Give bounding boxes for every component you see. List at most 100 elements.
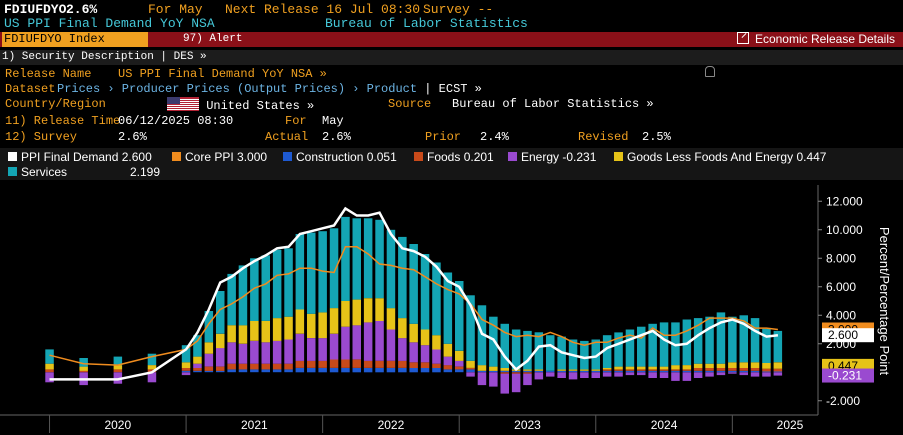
bar-segment: [659, 370, 669, 373]
bar-segment: [466, 360, 475, 368]
bar-segment: [272, 249, 282, 319]
bar-segment: [534, 369, 544, 371]
value-tag: [822, 368, 874, 383]
bar-segment: [113, 372, 123, 384]
bar-layer: [45, 216, 783, 394]
bar-segment: [250, 340, 259, 364]
legend-swatch: [8, 167, 17, 176]
bar-segment: [181, 345, 191, 363]
bar-segment: [216, 370, 225, 373]
dataset-breadcrumb[interactable]: Prices › Producer Prices (Output Prices)…: [57, 82, 418, 96]
bar-segment: [671, 369, 680, 371]
legend-value: 2.199: [130, 165, 161, 179]
value-tag-label: -0.231: [828, 369, 862, 383]
bar-segment: [614, 369, 623, 371]
bar-segment: [773, 371, 783, 373]
bar-segment: [284, 363, 293, 370]
bar-segment: [580, 370, 589, 373]
bar-segment: [432, 262, 441, 336]
legend-item-core[interactable]: Core PPI 3.000: [172, 150, 267, 164]
bar-segment: [762, 368, 771, 372]
x-tick-label: 2021: [241, 418, 268, 432]
security-description-bar[interactable]: 1) Security Description | DES »: [0, 50, 903, 65]
bar-segment: [318, 368, 327, 373]
bar-segment: [580, 340, 589, 370]
bar-segment: [614, 370, 623, 373]
bar-segment: [762, 371, 771, 373]
legend-item-energy[interactable]: Energy -0.231: [508, 150, 596, 164]
bar-segment: [705, 370, 714, 373]
legend-item-ppi[interactable]: PPI Final Demand 2.600: [8, 150, 152, 164]
bar-segment: [295, 368, 305, 373]
bar-segment: [147, 365, 157, 370]
source-value[interactable]: Bureau of Labor Statistics »: [452, 97, 654, 111]
bar-segment: [250, 369, 259, 373]
bar-segment: [45, 372, 54, 383]
bar-segment: [568, 370, 578, 373]
bar-segment: [284, 369, 293, 373]
bar-segment: [341, 326, 350, 360]
y-tick-label: -2.000: [826, 394, 860, 408]
index-field[interactable]: FDIUFDYO Index: [2, 32, 148, 47]
bar-segment: [204, 342, 214, 354]
bar-segment: [79, 358, 88, 367]
y-tick-label: 12.000: [826, 194, 863, 208]
bar-segment: [420, 368, 430, 373]
bar-segment: [420, 362, 430, 368]
bar-segment: [386, 308, 396, 330]
bar-segment: [318, 312, 327, 339]
bar-segment: [637, 366, 646, 370]
bar-segment: [705, 372, 714, 377]
y-tick-label: 6.000: [826, 280, 856, 294]
bar-segment: [261, 342, 270, 364]
prior-wrap: Prior: [425, 130, 461, 144]
legend-value: -0.231: [562, 150, 597, 164]
bar-segment: [307, 338, 316, 361]
bar-segment: [250, 258, 259, 321]
legend-item-goods[interactable]: Goods Less Foods And Energy 0.447: [614, 150, 826, 164]
ppi-line: [49, 206, 779, 381]
bar-segment: [113, 365, 123, 370]
bar-segment: [489, 366, 498, 371]
bar-segment: [227, 273, 236, 326]
bell-icon[interactable]: [705, 66, 715, 77]
ecst-link[interactable]: | ECST »: [424, 82, 482, 96]
bar-segment: [284, 248, 293, 317]
bar-segment: [637, 370, 646, 373]
alert-button[interactable]: 97) Alert: [183, 32, 242, 47]
bar-segment: [341, 301, 350, 327]
bar-segment: [363, 360, 373, 368]
bar-segment: [614, 332, 623, 367]
legend-item-foods[interactable]: Foods 0.201: [414, 150, 494, 164]
bar-segment: [409, 323, 418, 343]
bar-segment: [398, 236, 407, 319]
source-value-wrap[interactable]: Bureau of Labor Statistics »: [452, 97, 654, 111]
for-value: May: [322, 114, 344, 128]
economic-release-button[interactable]: Economic Release Details: [736, 32, 895, 47]
prior-label: Prior: [425, 130, 462, 144]
release-name-value-wrap[interactable]: US PPI Final Demand YoY NSA »: [118, 67, 327, 81]
legend-item-construction[interactable]: Construction 0.051: [283, 150, 397, 164]
bar-segment: [409, 362, 418, 368]
bar-segment: [375, 320, 384, 361]
bar-segment: [398, 368, 407, 373]
bar-segment: [432, 368, 441, 373]
bar-segment: [716, 372, 726, 376]
security-description-link[interactable]: 1) Security Description | DES »: [2, 51, 207, 63]
bar-segment: [671, 372, 680, 381]
bar-segment: [238, 343, 248, 364]
country-value-wrap[interactable]: United States »: [167, 97, 314, 113]
country-value[interactable]: United States »: [206, 99, 315, 113]
bar-segment: [739, 368, 748, 371]
release-name-link[interactable]: US PPI Final Demand YoY NSA »: [118, 67, 327, 81]
bar-segment: [762, 328, 771, 363]
bar-segment: [580, 372, 589, 378]
bar-segment: [614, 366, 623, 370]
bar-segment: [682, 369, 692, 371]
bar-segment: [648, 370, 657, 373]
bar-segment: [739, 315, 748, 363]
bar-segment: [477, 305, 487, 366]
legend-item-services[interactable]: Services 2.199: [8, 165, 160, 179]
bar-segment: [773, 330, 783, 363]
